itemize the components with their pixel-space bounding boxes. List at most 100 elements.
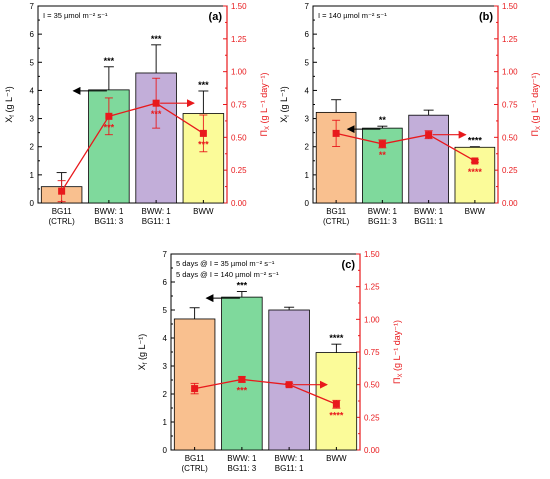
series-point [471,157,479,165]
bar-significance: **** [329,333,344,343]
x-tick-label: BWW [326,454,347,463]
y-tick-label-right: 0.25 [231,166,247,175]
y-tick-label-right: 0.25 [364,413,380,422]
panel-b: 0 1 2 3 4 5 6 7 0.00 0.25 0.50 0.75 1.00 1.25 1.50 BG11… [279,2,542,226]
x-tick-label: (CTRL) [49,217,76,226]
y-tick-label-right: 1.50 [231,2,247,11]
bar [268,309,310,451]
y-tick-label-right: 0.00 [364,446,380,455]
series-line [194,378,337,405]
bar-significance: *** [237,281,248,291]
y-tick-label-left: 6 [305,30,310,39]
x-tick-label: (CTRL) [182,464,209,473]
condition-text: I = 35 µmol m⁻² s⁻¹ [43,11,108,20]
y-tick-label-left: 0 [30,199,35,208]
y-tick-label-left: 7 [30,2,35,11]
y-tick-label-right: 0.50 [364,381,380,390]
y-tick-label-right: 0.50 [231,133,247,142]
y-axis-left-label: Xf (g L⁻¹) [279,86,291,122]
y-tick-label-right: 0.75 [231,101,247,110]
bar-significance: ** [379,115,387,125]
panel-label: (a) [209,11,223,23]
y-tick-label-left: 1 [163,418,168,427]
y-tick-label-left: 1 [30,171,35,180]
bar [408,114,449,204]
y-tick-label-right: 0.00 [502,199,518,208]
bar [362,127,403,204]
x-tick-label: BG11: 3 [94,217,123,226]
y-tick-label-left: 6 [30,30,35,39]
x-tick-label: BG11 [185,454,205,463]
y-tick-label-right: 1.25 [231,35,247,44]
point-significance: *** [151,109,162,119]
panel-label: (c) [342,259,356,271]
x-tick-label: BWW: 1 [94,207,124,216]
bar-significance: *** [104,56,115,66]
y-tick-label-left: 2 [163,390,168,399]
x-tick-label: BG11: 1 [275,464,304,473]
series-point [191,385,199,393]
x-tick-label: BWW [193,207,214,216]
y-tick-label-right: 0.50 [502,133,518,142]
y-tick-label-right: 0.25 [502,166,518,175]
series-point [58,187,66,195]
series-line [61,102,204,192]
series-point [105,112,113,120]
y-tick-label-left: 7 [305,2,310,11]
y-tick-label-right: 1.00 [364,315,380,324]
y-tick-label-left: 4 [305,86,310,95]
bar-significance: *** [151,34,162,44]
bar [221,296,263,451]
y-tick-label-left: 5 [30,58,35,67]
y-axis-right-label: ΠX (g L⁻¹ day⁻¹) [392,320,404,384]
panel-a: 0 1 2 3 4 5 6 7 0.00 0.25 0.50 0.75 1.00 1.25 1.50 BG11… [4,2,271,226]
y-tick-label-left: 3 [30,115,35,124]
x-tick-label: BWW: 1 [227,454,257,463]
point-significance: **** [329,410,344,420]
y-tick-label-left: 4 [163,334,168,343]
y-tick-label-left: 5 [305,58,310,67]
series-point [378,140,386,148]
series-line [335,132,476,162]
y-axis-left-label: Xf (g L⁻¹) [137,334,149,370]
x-tick-label: BG11: 1 [414,217,443,226]
bar-significance: **** [468,136,483,146]
series-point [199,129,207,137]
point-significance: *** [237,385,248,395]
y-tick-label-left: 2 [30,143,35,152]
y-tick-label-right: 1.00 [231,68,247,77]
point-significance: *** [198,139,209,149]
x-tick-label: BG11: 3 [368,217,397,226]
y-tick-label-left: 3 [305,115,310,124]
point-significance: *** [104,122,115,132]
x-tick-label: BG11: 3 [227,464,256,473]
y-tick-label-left: 1 [305,171,310,180]
series-point [152,99,160,107]
y-tick-label-left: 3 [163,362,168,371]
y-tick-label-left: 0 [305,199,310,208]
bar [454,146,496,204]
y-tick-label-right: 1.25 [364,283,380,292]
y-tick-label-right: 0.00 [231,199,247,208]
point-significance: **** [468,167,483,177]
series-point [238,375,246,383]
y-tick-label-right: 0.75 [364,348,380,357]
series-point [332,129,340,137]
x-tick-label: BG11 [326,207,346,216]
y-tick-label-right: 0.75 [502,101,518,110]
panel-c: 0 1 2 3 4 5 6 7 0.00 0.25 0.50 0.75 1.00 1.25 1.50 BG11… [137,250,404,473]
y-tick-label-right: 1.25 [502,35,518,44]
x-tick-label: BWW: 1 [142,207,172,216]
y-axis-right-label: ΠX (g L⁻¹ day⁻¹) [530,72,542,136]
y-tick-label-left: 2 [305,143,310,152]
y-axis-right-label: ΠX (g L⁻¹ day⁻¹) [259,72,271,136]
y-axis-left-label: Xf (g L⁻¹) [4,86,16,122]
x-tick-label: BWW: 1 [368,207,398,216]
series-point [285,381,293,389]
x-tick-label: BG11 [52,207,72,216]
y-tick-label-left: 0 [163,446,168,455]
y-tick-label-left: 6 [163,278,168,287]
point-significance: ** [379,150,387,160]
y-tick-label-left: 4 [30,86,35,95]
